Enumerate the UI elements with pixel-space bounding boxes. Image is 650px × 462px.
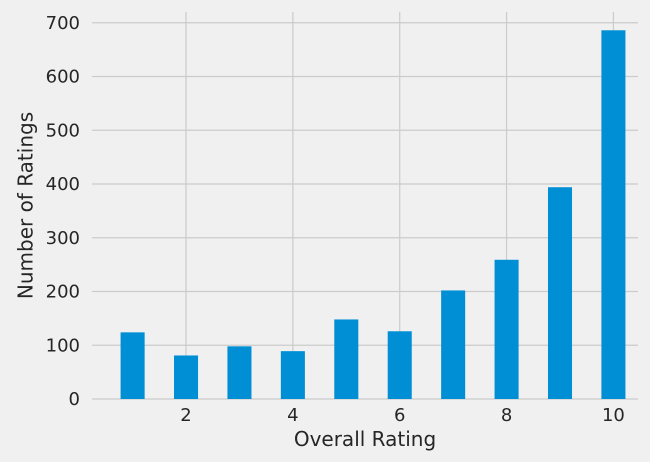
y-tick-label: 200 [46, 282, 80, 303]
bar [601, 30, 626, 400]
bar [280, 351, 305, 399]
y-tick-label: 600 [46, 67, 80, 88]
bar [494, 259, 519, 399]
x-tick-label: 4 [287, 405, 298, 426]
y-axis-title: Number of Ratings [14, 112, 38, 299]
x-axis-title: Overall Rating [294, 427, 436, 451]
x-tick-label: 8 [501, 405, 512, 426]
y-tick-label: 100 [46, 335, 80, 356]
y-tick-label: 700 [46, 13, 80, 34]
bar [441, 290, 466, 399]
bar [120, 332, 145, 399]
y-tick-label: 500 [46, 120, 80, 141]
bar [334, 319, 359, 399]
bar [174, 355, 199, 399]
bars [120, 30, 626, 400]
y-tick-label: 400 [46, 174, 80, 195]
y-tick-labels: 0 100 200 300 400 500 600 700 [46, 13, 80, 410]
y-tick-label: 300 [46, 228, 80, 249]
x-tick-label: 6 [394, 405, 405, 426]
x-tick-label: 10 [602, 405, 625, 426]
bar [547, 187, 573, 399]
x-tick-labels: 2 4 6 8 10 [180, 405, 625, 426]
x-tick-label: 2 [180, 405, 191, 426]
bar [387, 331, 412, 399]
bar [227, 346, 252, 399]
y-tick-label: 0 [69, 389, 80, 410]
